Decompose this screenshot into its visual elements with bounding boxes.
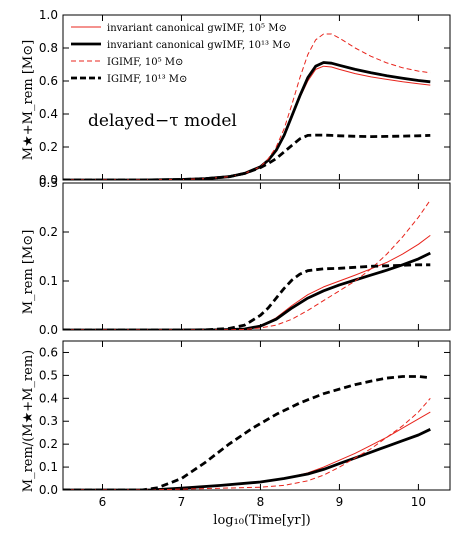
- y-tick-label: 0.0: [39, 323, 58, 337]
- y-tick-label: 0.2: [39, 437, 58, 451]
- series-line: [63, 33, 431, 180]
- model-annotation: delayed−τ model: [88, 111, 237, 131]
- series-line: [63, 234, 431, 330]
- plot-frame: [62, 182, 451, 331]
- y-tick-label: 0.6: [39, 345, 58, 359]
- legend-label: IGIMF, 10⁵ M⊙: [107, 57, 183, 68]
- legend-label: invariant canonical gwIMF, 10¹³ M⊙: [107, 40, 291, 51]
- x-tick-label: 9: [336, 495, 344, 509]
- y-axis-label-bottom: M_rem/(M★+M_rem): [21, 350, 36, 492]
- y-tick-label: 0.3: [39, 414, 58, 428]
- x-tick-label: 10: [411, 495, 426, 509]
- x-axis-label: log₁₀(Time[yr]): [213, 513, 310, 528]
- series-line: [63, 397, 431, 490]
- y-tick-label: 0.4: [39, 391, 58, 405]
- x-tick-label: 7: [178, 495, 186, 509]
- y-tick-label: 0.8: [39, 41, 58, 55]
- y-tick-label: 0.2: [39, 140, 58, 154]
- y-tick-label: 1.0: [39, 8, 58, 22]
- y-tick-label: 0.4: [39, 107, 58, 121]
- y-tick-label: 0.2: [39, 225, 58, 239]
- y-tick-label: 0.5: [39, 368, 58, 382]
- y-tick-label: 0.3: [39, 176, 58, 190]
- series-line: [63, 263, 431, 330]
- series-line: [63, 428, 431, 490]
- y-tick-label: 0.1: [39, 274, 58, 288]
- y-tick-label: 0.0: [39, 173, 58, 187]
- x-tick-label: 8: [257, 495, 265, 509]
- x-tick-label: 6: [99, 495, 107, 509]
- y-tick-label: 0.6: [39, 74, 58, 88]
- legend-label: IGIMF, 10¹³ M⊙: [107, 74, 187, 85]
- series-line: [63, 375, 431, 490]
- panel-bottom: 6 7 8 9 10 0.0 0.1 0.2 0.3 0.4 0.5 0.6: [39, 340, 451, 509]
- y-tick-label: 0.1: [39, 460, 58, 474]
- y-axis-label-middle: M_rem [M⊙]: [21, 230, 36, 315]
- panel-middle: 0.0 0.1 0.2 0.3: [39, 176, 451, 337]
- y-axis-label-top: M★+M_rem [M⊙]: [21, 40, 36, 160]
- legend-label: invariant canonical gwIMF, 10⁵ M⊙: [107, 23, 287, 34]
- plot-frame: [62, 14, 451, 181]
- panel-top: 0.0 0.2 0.4 0.6 0.8 1.0 invariant canonical gw…: [39, 8, 451, 187]
- series-line: [63, 133, 431, 180]
- plot-frame: [62, 340, 451, 491]
- y-tick-label: 0.0: [39, 483, 58, 497]
